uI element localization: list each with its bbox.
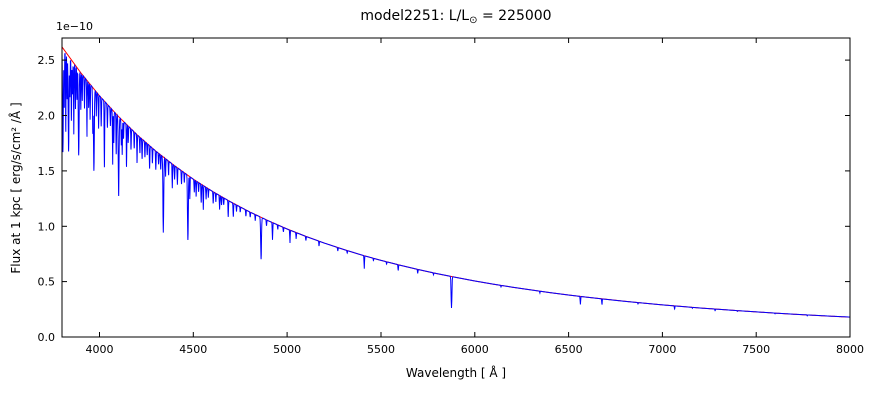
x-tick-label: 6000 xyxy=(461,343,489,356)
plot-title-prefix: model2251: L/L xyxy=(360,8,470,24)
axes-frame xyxy=(61,37,851,338)
y-axis-offset-label: 1e−10 xyxy=(56,20,93,33)
spectrum-line xyxy=(62,52,850,318)
y-tick-label: 1.5 xyxy=(38,165,56,178)
y-tick-label: 0.5 xyxy=(38,276,56,289)
x-tick-label: 7000 xyxy=(648,343,676,356)
x-tick-label: 5500 xyxy=(367,343,395,356)
y-tick-label: 2.5 xyxy=(38,54,56,67)
x-tick-label: 8000 xyxy=(836,343,864,356)
x-tick-label: 7500 xyxy=(742,343,770,356)
continuum-line xyxy=(62,46,850,318)
x-tick-label: 4000 xyxy=(86,343,114,356)
x-tick-label: 4500 xyxy=(179,343,207,356)
odot-subscript: ⊙ xyxy=(469,15,478,26)
x-tick-label: 6500 xyxy=(555,343,583,356)
plot-title: model2251: L/L⊙ = 225000 xyxy=(62,8,850,26)
y-tick-label: 0.0 xyxy=(38,331,56,344)
x-axis-label: Wavelength [ Å ] xyxy=(405,366,507,380)
y-axis-label: Flux at 1 kpc [ erg/s/cm² /Å ] xyxy=(9,102,23,274)
x-tick-label: 5000 xyxy=(273,343,301,356)
plot-title-suffix: = 225000 xyxy=(477,8,552,24)
y-tick-label: 1.0 xyxy=(38,220,56,233)
y-tick-label: 2.0 xyxy=(38,110,56,123)
